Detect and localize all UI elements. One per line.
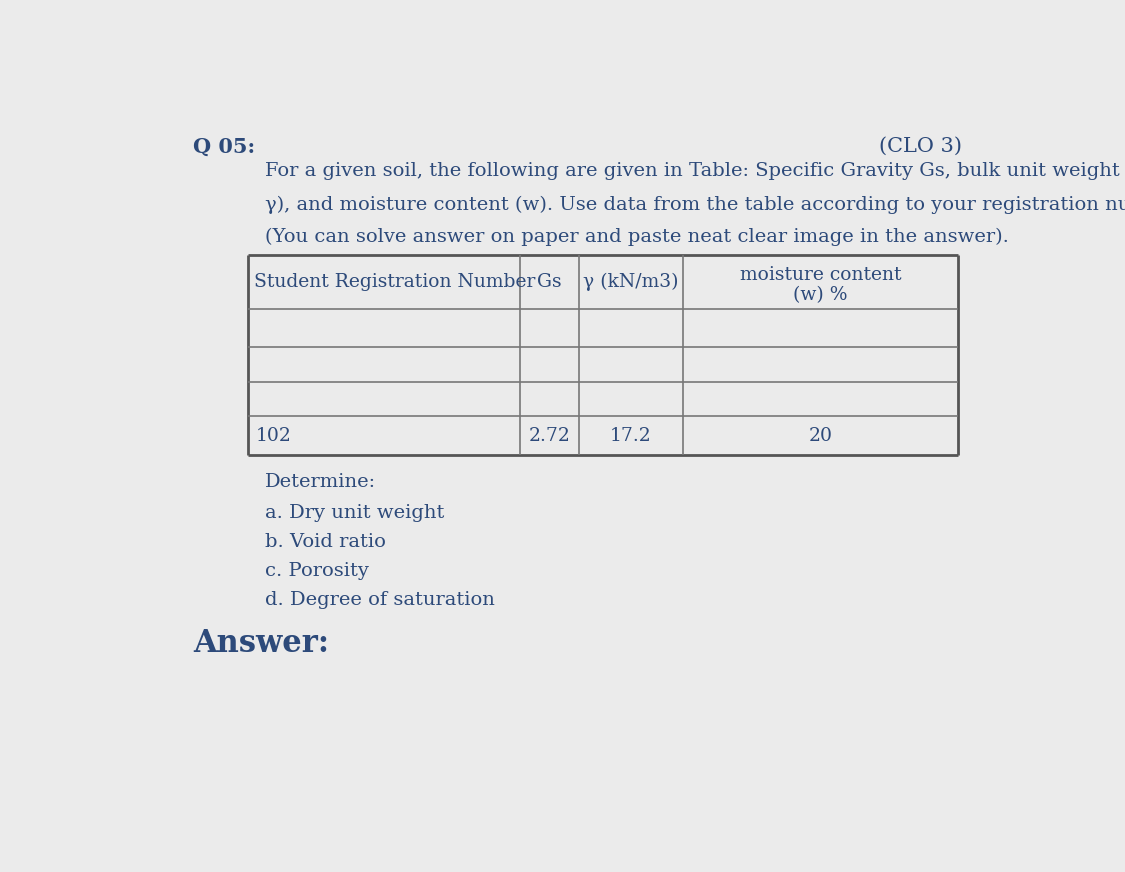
Text: γ), and moisture content (w). Use data from the table according to your registra: γ), and moisture content (w). Use data f… (264, 195, 1125, 214)
Text: Q 05:: Q 05: (193, 137, 255, 157)
Text: (You can solve answer on paper and paste neat clear image in the answer).: (You can solve answer on paper and paste… (264, 228, 1008, 246)
Text: 20: 20 (809, 426, 832, 445)
Text: 17.2: 17.2 (610, 426, 651, 445)
Text: γ (kN/m3): γ (kN/m3) (583, 273, 678, 291)
Text: Student Registration Number: Student Registration Number (254, 273, 536, 290)
Text: moisture content: moisture content (740, 266, 901, 283)
Text: 102: 102 (255, 426, 291, 445)
Text: c. Porosity: c. Porosity (264, 562, 369, 580)
Text: (CLO 3): (CLO 3) (879, 137, 962, 156)
Text: a. Dry unit weight: a. Dry unit weight (264, 503, 444, 521)
Text: b. Void ratio: b. Void ratio (264, 533, 386, 551)
Text: d. Degree of saturation: d. Degree of saturation (264, 591, 495, 610)
Text: (w) %: (w) % (793, 286, 848, 303)
Text: For a given soil, the following are given in Table: Specific Gravity Gs, bulk un: For a given soil, the following are give… (264, 162, 1119, 181)
Text: 2.72: 2.72 (529, 426, 570, 445)
Text: Answer:: Answer: (193, 628, 330, 659)
Text: Determine:: Determine: (264, 473, 376, 491)
Text: Gs: Gs (537, 273, 561, 290)
